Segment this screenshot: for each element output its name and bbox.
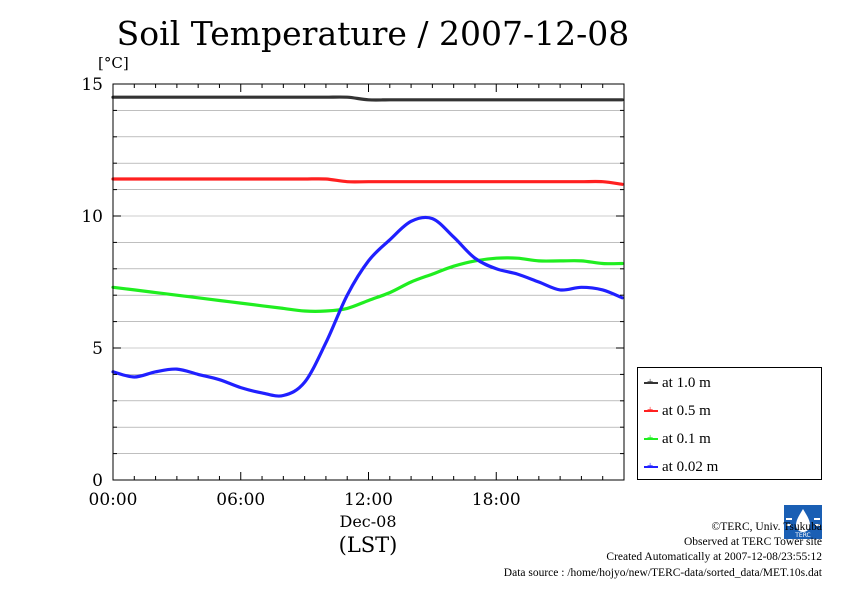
- series-line-3: [111, 256, 624, 313]
- x-axis-title: (LST): [339, 533, 398, 557]
- x-tick-label: 06:00: [216, 490, 265, 510]
- legend-item-1m: at 1.0 m: [644, 373, 711, 393]
- grid-lines: [113, 110, 624, 454]
- y-tick-label: 0: [92, 471, 103, 491]
- legend-label-1m: at 1.0 m: [662, 374, 711, 391]
- legend-label-05m: at 0.5 m: [662, 402, 711, 419]
- legend-swatch-002m: [644, 457, 658, 475]
- chart-title: Soil Temperature / 2007-12-08: [116, 14, 630, 53]
- created-text: Created Automatically at 2007-12-08/23:5…: [606, 551, 822, 564]
- x-tick-label: 00:00: [89, 490, 138, 510]
- legend-swatch-01m: [644, 429, 658, 447]
- series-lines: [111, 95, 624, 398]
- observed-text: Observed at TERC Tower site: [683, 536, 822, 549]
- copyright-text: ©TERC, Univ. Tsukuba: [711, 521, 822, 533]
- y-tick-label: 10: [81, 207, 103, 227]
- logo-text: TERC: [794, 532, 811, 539]
- series-line-2: [111, 177, 624, 186]
- legend-swatch-1m: [644, 373, 658, 391]
- legend-item-01m: at 0.1 m: [644, 429, 711, 449]
- credits: ©TERC, Univ. Tsukuba Observed at TERC To…: [504, 520, 822, 581]
- x-tick-label: 12:00: [344, 490, 393, 510]
- legend: at 1.0 m at 0.5 m at 0.1 m at 0.02 m: [637, 367, 822, 480]
- x-tick-label: 18:00: [472, 490, 521, 510]
- axis-ticks: 0 5 10 15 00:00 06:00 12:00 18:00: [81, 75, 625, 510]
- legend-label-002m: at 0.02 m: [662, 458, 719, 475]
- legend-swatch-05m: [644, 401, 658, 419]
- legend-item-05m: at 0.5 m: [644, 401, 711, 421]
- x-date-label: Dec-08: [339, 512, 396, 531]
- source-text: Data source : /home/hojyo/new/TERC-data/…: [503, 566, 822, 579]
- series-line-4: [111, 215, 624, 398]
- legend-label-01m: at 0.1 m: [662, 430, 711, 447]
- plot-frame: [112, 83, 625, 481]
- y-tick-label: 5: [92, 339, 103, 359]
- y-tick-label: 15: [81, 75, 103, 95]
- y-axis-unit: [°C]: [98, 54, 129, 72]
- terc-logo: TERC: [784, 505, 822, 539]
- legend-item-002m: at 0.02 m: [644, 457, 718, 477]
- series-line-1: [111, 95, 624, 102]
